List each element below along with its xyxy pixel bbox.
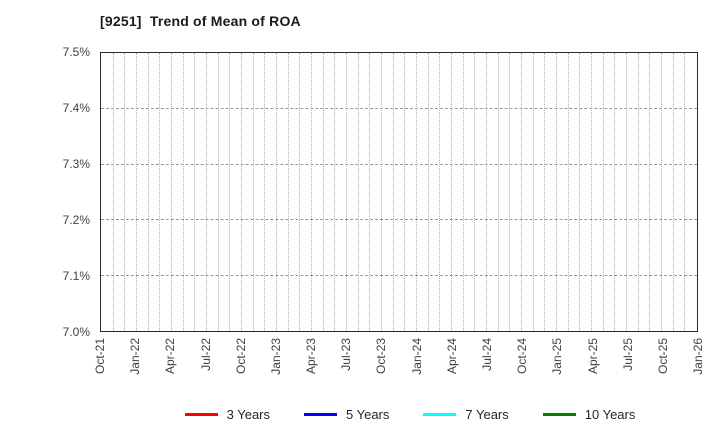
y-tick-label: 7.1% xyxy=(62,269,90,283)
x-tick-label: Oct-22 xyxy=(233,338,248,375)
vertical-gridline xyxy=(462,53,464,331)
vertical-gridline xyxy=(252,53,254,331)
legend-label: 5 Years xyxy=(346,406,390,422)
vertical-gridline xyxy=(112,53,114,331)
vertical-gridline xyxy=(626,53,627,331)
legend-line-swatch xyxy=(184,412,218,416)
x-tick-label: Jul-22 xyxy=(198,338,213,371)
vertical-gridline xyxy=(509,53,511,331)
legend-label: 7 Years xyxy=(465,406,509,422)
vertical-gridline xyxy=(159,53,161,331)
y-tick-label: 7.4% xyxy=(62,101,90,115)
vertical-gridline xyxy=(556,53,557,331)
vertical-gridline xyxy=(427,53,429,331)
vertical-gridline xyxy=(672,53,674,331)
vertical-gridline xyxy=(474,53,476,331)
plot-area xyxy=(100,52,698,332)
vertical-gridline xyxy=(206,53,207,331)
vertical-gridline xyxy=(217,53,219,331)
x-tick-label: Jan-25 xyxy=(550,338,565,375)
legend-label: 10 Years xyxy=(584,406,636,422)
x-tick-label: Oct-25 xyxy=(655,338,670,375)
vertical-gridline xyxy=(369,53,371,331)
x-tick-label: Oct-21 xyxy=(93,338,107,375)
legend-line-swatch xyxy=(423,412,457,416)
x-tick-label: Jan-22 xyxy=(128,338,143,375)
legend-item-7-years: 7 Years xyxy=(423,406,509,422)
vertical-gridline xyxy=(486,53,487,331)
vertical-gridline xyxy=(404,53,406,331)
legend: 3 Years 5 Years 7 Years 10 Years xyxy=(100,403,720,425)
vertical-gridline xyxy=(439,53,441,331)
vertical-gridline xyxy=(416,53,417,331)
x-tick-label: Jan-23 xyxy=(268,338,283,375)
vertical-gridline xyxy=(357,53,359,331)
vertical-gridline xyxy=(521,53,522,331)
horizontal-gridline xyxy=(101,274,697,276)
legend-item-5-years: 5 Years xyxy=(304,407,389,422)
vertical-gridline xyxy=(334,53,336,331)
vertical-gridline xyxy=(602,53,604,331)
vertical-gridline xyxy=(544,53,546,331)
vertical-gridline xyxy=(346,53,347,331)
x-tick-label: Jan-24 xyxy=(409,338,424,375)
horizontal-gridline xyxy=(101,108,697,110)
horizontal-gridline xyxy=(101,163,697,165)
vertical-gridline xyxy=(264,53,266,331)
vertical-gridline xyxy=(661,53,662,331)
legend-item-10-years: 10 Years xyxy=(542,406,636,422)
chart-title: [9251] Trend of Mean of ROA xyxy=(100,13,301,29)
vertical-gridline xyxy=(299,53,301,331)
vertical-gridline xyxy=(614,53,616,331)
legend-label: 3 Years xyxy=(226,406,270,422)
x-tick-label: Apr-24 xyxy=(444,338,459,375)
vertical-gridline xyxy=(322,53,324,331)
vertical-gridline xyxy=(194,53,196,331)
vertical-gridline xyxy=(276,53,277,331)
vertical-gridline xyxy=(649,53,651,331)
x-tick-label: Oct-24 xyxy=(515,338,530,375)
vertical-gridline xyxy=(182,53,184,331)
x-tick-label: Oct-23 xyxy=(374,338,389,375)
vertical-gridline xyxy=(381,53,382,331)
x-tick-label: Jul-23 xyxy=(339,338,354,371)
legend-line-swatch xyxy=(542,412,576,416)
vertical-gridline xyxy=(241,53,242,331)
y-tick-label: 7.5% xyxy=(62,45,90,59)
vertical-gridline xyxy=(532,53,534,331)
vertical-gridline xyxy=(311,53,312,331)
y-tick-label: 7.2% xyxy=(62,213,90,227)
vertical-gridline xyxy=(229,53,231,331)
vertical-gridline xyxy=(579,53,581,331)
vertical-gridline xyxy=(124,53,126,331)
vertical-gridline xyxy=(591,53,592,331)
vertical-gridline xyxy=(497,53,499,331)
vertical-gridline xyxy=(567,53,569,331)
x-tick-label: Jul-25 xyxy=(620,338,635,371)
x-tick-label: Jul-24 xyxy=(479,338,494,371)
x-tick-label: Apr-23 xyxy=(304,338,319,375)
x-tick-label: Apr-22 xyxy=(163,338,178,375)
vertical-gridline xyxy=(136,53,137,331)
vertical-gridline xyxy=(147,53,149,331)
legend-line-swatch xyxy=(304,412,337,416)
vertical-gridline xyxy=(637,53,639,331)
x-tick-label: Jan-26 xyxy=(691,338,705,375)
legend-item-3-years: 3 Years xyxy=(184,406,270,422)
vertical-gridline xyxy=(451,53,452,331)
vertical-gridline xyxy=(684,53,686,331)
y-tick-label: 7.0% xyxy=(62,325,90,339)
vertical-gridline xyxy=(392,53,394,331)
x-tick-label: Apr-25 xyxy=(585,338,600,375)
vertical-gridline xyxy=(287,53,289,331)
vertical-gridline xyxy=(171,53,172,331)
y-tick-label: 7.3% xyxy=(62,157,90,171)
horizontal-gridline xyxy=(101,219,697,221)
